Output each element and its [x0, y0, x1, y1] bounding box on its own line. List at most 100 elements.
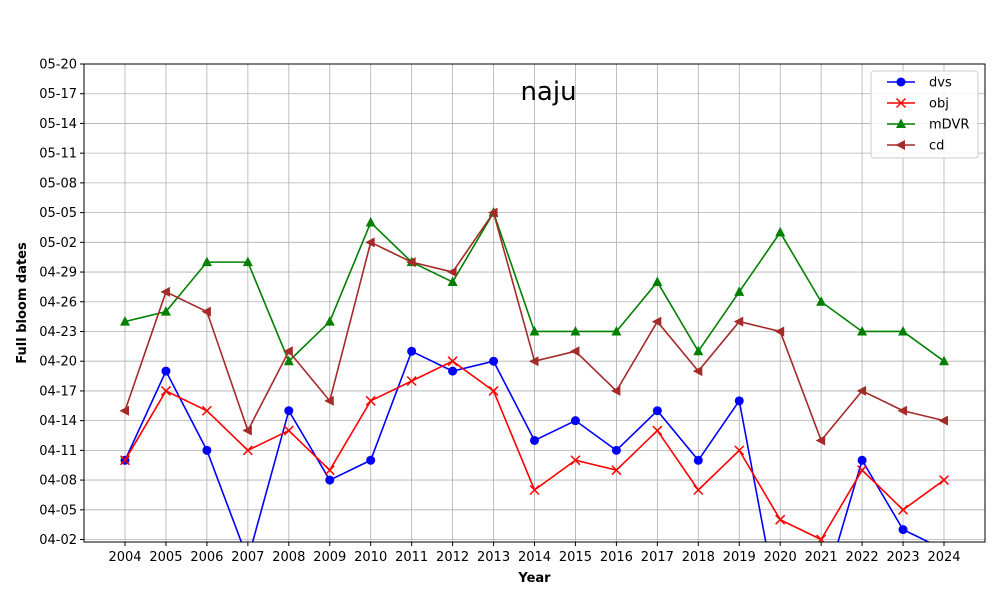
- data-point-cd: [733, 316, 744, 327]
- data-point-mDVR: [816, 296, 827, 306]
- y-tick-label: 05-17: [39, 87, 77, 102]
- data-point-obj: [816, 534, 827, 542]
- data-point-obj: [201, 405, 212, 416]
- data-point-obj: [529, 484, 540, 496]
- x-tick-label: 2023: [887, 550, 920, 565]
- x-tick-label: 2004: [108, 550, 141, 565]
- x-tick-label: 2022: [846, 550, 879, 565]
- data-point-cd: [488, 207, 498, 218]
- data-point-obj: [406, 375, 417, 387]
- legend-label: obj: [929, 97, 949, 112]
- y-tick-label: 04-26: [39, 295, 77, 310]
- legend-label: mDVR: [929, 118, 969, 133]
- x-tick-label: 2013: [477, 550, 510, 565]
- x-tick-label: 2008: [272, 550, 305, 565]
- data-point-obj: [775, 514, 786, 525]
- y-tick-label: 04-11: [39, 444, 77, 459]
- data-point-obj: [283, 425, 294, 436]
- data-point-dvs: [693, 455, 703, 465]
- data-point-dvs: [898, 525, 908, 535]
- x-tick-label: 2006: [190, 550, 223, 565]
- data-point-mDVR: [242, 256, 253, 267]
- data-point-dvs: [530, 435, 539, 445]
- legend-marker: [895, 97, 907, 109]
- legend-item-cd: cd: [887, 139, 944, 154]
- data-point-dvs: [366, 455, 376, 465]
- x-tick-label: 2009: [313, 550, 346, 565]
- data-point-mDVR: [775, 226, 786, 237]
- legend-item-dvs: dvs: [887, 76, 952, 91]
- data-point-dvs: [448, 366, 458, 376]
- legend-item-obj: obj: [887, 97, 949, 112]
- data-point-cd: [406, 257, 416, 268]
- grid: [84, 63, 985, 542]
- data-point-obj: [570, 455, 581, 466]
- data-point-cd: [897, 405, 908, 416]
- data-point-cd: [856, 385, 867, 396]
- y-tick-label: 05-20: [39, 58, 77, 73]
- y-tick-label: 04-23: [39, 325, 77, 340]
- y-tick-label: 05-05: [39, 206, 77, 221]
- data-point-dvs: [611, 445, 621, 455]
- data-point-obj: [898, 504, 909, 515]
- data-point-dvs: [734, 396, 744, 406]
- data-point-mDVR: [857, 325, 868, 336]
- data-point-dvs: [161, 366, 171, 376]
- data-point-dvs: [570, 416, 580, 426]
- data-point-obj: [447, 356, 458, 367]
- y-tick-label: 04-14: [39, 414, 77, 429]
- data-point-obj: [324, 465, 335, 476]
- data-point-cd: [692, 366, 703, 377]
- data-point-cd: [651, 316, 662, 327]
- data-point-obj: [611, 465, 622, 476]
- x-tick-label: 2015: [559, 550, 592, 565]
- series-obj: [119, 356, 950, 542]
- data-point-mDVR: [324, 316, 335, 326]
- y-tick-label: 04-05: [39, 503, 77, 518]
- data-point-mDVR: [447, 276, 458, 286]
- x-tick-label: 2007: [231, 550, 264, 565]
- data-point-cd: [242, 425, 252, 436]
- x-tick-label: 2016: [600, 550, 633, 565]
- data-point-dvs: [325, 475, 335, 485]
- data-point-obj: [693, 484, 704, 496]
- legend-label: dvs: [929, 76, 952, 91]
- y-tick-label: 05-11: [39, 147, 77, 162]
- data-point-cd: [365, 237, 375, 248]
- legend-label: cd: [929, 139, 944, 154]
- series-cd: [119, 207, 948, 446]
- axis-ticks: 04-02 04-05 04-08 04-11 04-14 04-17 04-20 04-23…: [39, 58, 960, 566]
- y-tick-label: 04-17: [39, 384, 77, 399]
- x-tick-label: 2017: [641, 550, 674, 565]
- data-point-cd: [815, 435, 826, 446]
- y-tick-label: 04-08: [39, 474, 77, 489]
- plot-data: [119, 207, 950, 542]
- chart-title: naju: [520, 77, 576, 107]
- data-point-obj: [734, 445, 745, 456]
- legend-marker: [896, 118, 906, 128]
- y-axis-title: Full bloom dates: [15, 242, 30, 364]
- data-point-mDVR: [120, 316, 130, 326]
- x-tick-label: 2024: [927, 550, 960, 565]
- legend-item-mDVR: mDVR: [887, 118, 969, 133]
- data-point-mDVR: [529, 325, 540, 336]
- x-tick-label: 2014: [518, 550, 551, 565]
- data-point-mDVR: [160, 306, 171, 316]
- data-point-cd: [569, 346, 580, 357]
- data-point-mDVR: [611, 325, 622, 336]
- data-point-cd: [119, 405, 129, 416]
- y-tick-label: 04-02: [39, 533, 77, 548]
- data-point-obj: [119, 455, 131, 466]
- data-point-dvs: [284, 406, 294, 416]
- y-tick-label: 05-02: [39, 236, 77, 251]
- data-point-obj: [652, 425, 663, 436]
- data-point-mDVR: [898, 325, 909, 336]
- data-point-cd: [610, 385, 621, 396]
- data-point-cd: [529, 356, 539, 367]
- data-point-mDVR: [939, 355, 949, 366]
- data-point-cd: [938, 415, 948, 426]
- x-tick-label: 2019: [723, 550, 756, 565]
- data-point-cd: [447, 267, 457, 278]
- data-point-mDVR: [570, 325, 581, 336]
